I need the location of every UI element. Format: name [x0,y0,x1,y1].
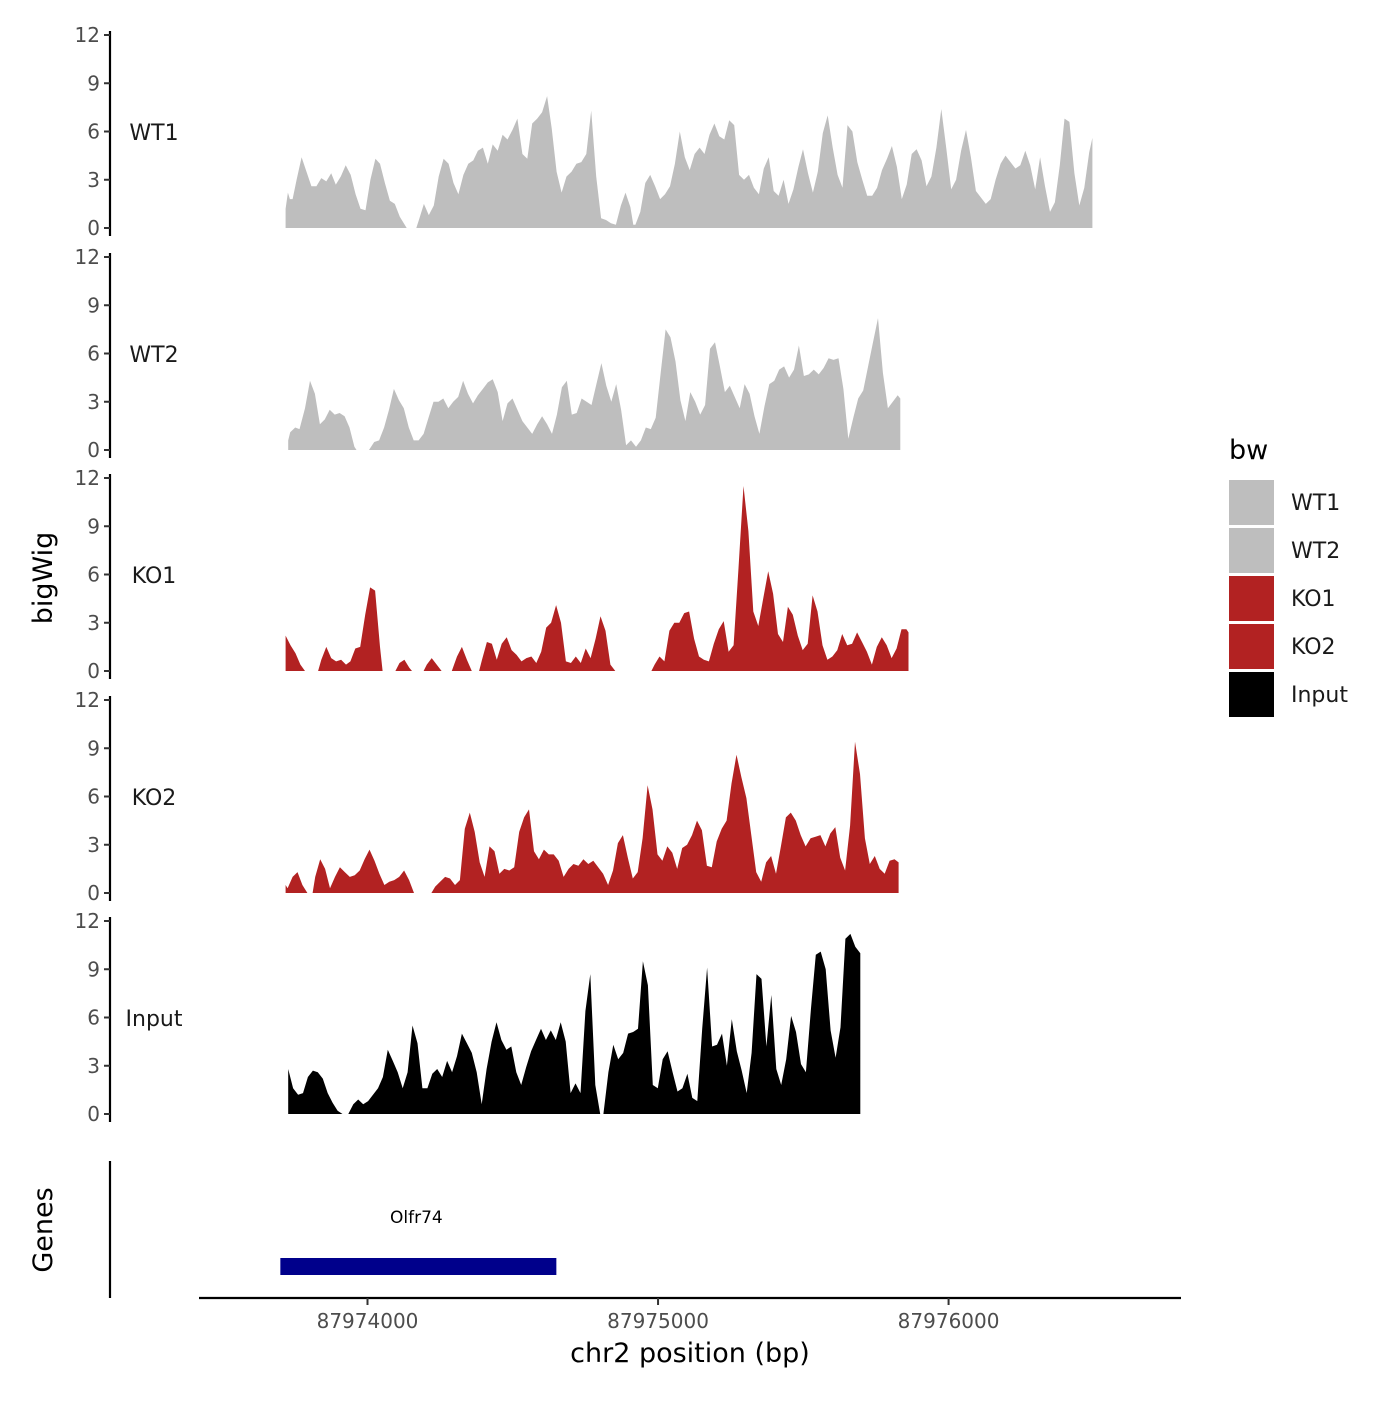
y-tick-label: 12 [75,23,100,47]
track-label: WT1 [129,121,178,146]
y-tick-label: 12 [75,466,100,490]
legend-swatch [1229,576,1274,621]
gene-label: Olfr74 [390,1208,443,1228]
track-panel-wt2: 0 3 6 9 12 WT2 [75,245,901,462]
x-axis: 87974000 87975000 87976000 [199,1296,1181,1333]
coverage-area-wt1 [285,96,1093,228]
legend-title: bw [1229,435,1268,466]
legend-swatch [1229,624,1274,669]
x-tick-label: 87974000 [317,1309,419,1333]
legend: bw WT1 WT2 KO1 KO2 Input [1229,435,1348,717]
coverage-area-wt2 [288,318,901,450]
y-tick-label: 3 [87,1054,100,1078]
y-tick-label: 9 [87,957,100,981]
legend-label: Input [1291,683,1348,708]
y-tick-label: 6 [87,342,100,366]
track-panel-input: 0 3 6 9 12 Input [75,909,861,1126]
legend-swatch [1229,480,1274,525]
gene-body [280,1258,557,1275]
y-tick-label: 0 [87,1102,100,1126]
y-tick-label: 9 [87,514,100,538]
y-tick-label: 6 [87,120,100,144]
coverage-area-ko1 [285,486,909,671]
y-tick-label: 6 [87,785,100,809]
y-tick-label: 3 [87,833,100,857]
coverage-area-ko2 [285,741,899,893]
y-tick-label: 12 [75,688,100,712]
y-tick-label: 0 [87,881,100,905]
y-tick-label: 0 [87,438,100,462]
genes-panel: Olfr74 [108,1161,557,1298]
coverage-area-input [288,933,861,1114]
track-label: KO1 [132,564,177,589]
x-axis-title: chr2 position (bp) [570,1338,810,1369]
x-tick-label: 87975000 [607,1309,709,1333]
y-tick-label: 9 [87,293,100,317]
track-panels: 0 3 6 9 12 WT1 0 3 6 9 12 WT2 0 3 6 9 12 KO1 0 3 6 9 12 KO2 0 3 6 9… [75,23,1093,1126]
legend-swatch [1229,528,1274,573]
track-panel-ko1: 0 3 6 9 12 KO1 [75,466,909,683]
y-tick-label: 9 [87,736,100,760]
y-tick-label: 3 [87,611,100,635]
y-axis-title: bigWig [28,532,59,625]
genes-axis-title: Genes [28,1187,59,1272]
track-label: Input [126,1007,183,1032]
track-label: WT2 [129,343,178,368]
y-tick-label: 9 [87,71,100,95]
track-label: KO2 [132,786,177,811]
y-tick-label: 3 [87,168,100,192]
y-tick-label: 6 [87,1006,100,1030]
y-tick-label: 3 [87,390,100,414]
legend-label: WT1 [1291,491,1340,516]
track-panel-ko2: 0 3 6 9 12 KO2 [75,688,899,905]
y-tick-label: 6 [87,563,100,587]
legend-label: KO1 [1291,587,1336,612]
legend-swatch [1229,672,1274,717]
y-tick-label: 12 [75,909,100,933]
y-tick-label: 0 [87,659,100,683]
track-panel-wt1: 0 3 6 9 12 WT1 [75,23,1093,240]
y-tick-label: 12 [75,245,100,269]
x-tick-label: 87976000 [898,1309,1000,1333]
y-tick-label: 0 [87,216,100,240]
legend-label: KO2 [1291,635,1336,660]
legend-label: WT2 [1291,539,1340,564]
